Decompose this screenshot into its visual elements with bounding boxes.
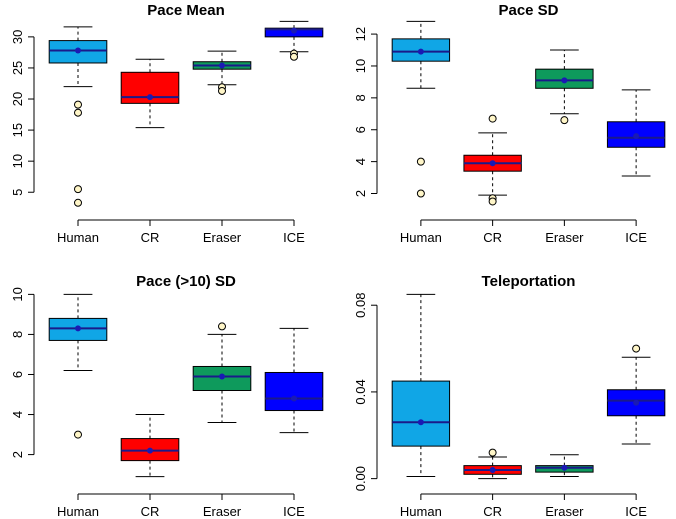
panel-2: Pace (>10) SD 2 4 6 8 10 Human CR Eraser ICE (10, 273, 324, 519)
mean-point (489, 160, 496, 167)
chart-title: Pace SD (498, 2, 558, 19)
x-tick-label: Eraser (545, 230, 584, 245)
outlier-point (488, 114, 497, 123)
y-tick-label: 2 (353, 190, 368, 197)
box-human (391, 20, 451, 198)
box-human (48, 293, 108, 439)
mean-point (75, 325, 81, 332)
outlier-point (74, 108, 82, 117)
mean-point (291, 27, 297, 34)
panel-3: Teleportation 0.00 0.04 0.08 Human CR Eraser IC… (353, 273, 666, 519)
x-tick-label: Human (400, 504, 442, 519)
outlier-point (218, 322, 226, 331)
x-tick-label: ICE (625, 504, 647, 519)
box-human (48, 26, 108, 207)
y-tick-label: 15 (10, 123, 25, 137)
panel-1: Pace SD 2 4 6 8 10 12 Human CR Eraser ICE (353, 2, 666, 245)
outlier-point (290, 52, 298, 61)
x-tick-label: CR (483, 230, 502, 245)
x-tick-label: Human (57, 504, 99, 519)
outlier-point (416, 157, 425, 166)
box-cr (463, 114, 522, 206)
box-human (391, 293, 451, 477)
y-tick-label: 20 (10, 92, 25, 106)
x-tick-label: Eraser (545, 504, 584, 519)
box-eraser (192, 50, 252, 95)
x-tick-label: Human (57, 230, 99, 245)
mean-point (219, 373, 225, 380)
box-eraser (535, 49, 594, 125)
mean-point (417, 48, 424, 55)
x-tick-label: ICE (283, 230, 305, 245)
outlier-point (74, 100, 82, 109)
mean-point (147, 447, 153, 454)
box-ice (264, 327, 324, 434)
y-tick-label: 0.00 (353, 466, 368, 491)
x-tick-label: Eraser (203, 230, 242, 245)
x-tick-label: Human (400, 230, 442, 245)
x-tick-label: CR (141, 230, 160, 245)
y-tick-label: 12 (353, 27, 368, 41)
box-body (391, 380, 451, 447)
y-tick-label: 4 (353, 158, 368, 165)
mean-point (633, 399, 640, 406)
y-tick-label: 8 (353, 94, 368, 101)
x-tick-label: ICE (625, 230, 647, 245)
panel-0: Pace Mean 5 10 15 20 25 30 Human CR Eraser ICE (10, 2, 324, 245)
outlier-point (632, 344, 641, 353)
y-tick-label: 6 (353, 126, 368, 133)
mean-point (561, 464, 568, 471)
y-tick-label: 4 (10, 411, 25, 418)
box-ice (264, 20, 324, 61)
box-body (264, 371, 324, 412)
outlier-point (488, 448, 497, 457)
outlier-point (488, 197, 497, 206)
y-tick-label: 10 (10, 287, 25, 301)
box-cr (120, 58, 180, 129)
mean-point (147, 94, 153, 101)
x-tick-label: CR (483, 504, 502, 519)
outlier-point (74, 198, 82, 207)
mean-point (633, 133, 640, 140)
y-tick-label: 0.08 (353, 293, 368, 318)
y-tick-label: 5 (10, 189, 25, 196)
chart-title: Pace (>10) SD (136, 273, 236, 290)
mean-point (417, 419, 424, 426)
outlier-point (218, 86, 226, 95)
box-eraser (535, 454, 594, 477)
box-ice (606, 89, 666, 177)
box-cr (120, 414, 180, 478)
x-tick-label: ICE (283, 504, 305, 519)
chart-title: Pace Mean (147, 2, 225, 19)
mean-point (219, 62, 225, 69)
y-tick-label: 10 (10, 154, 25, 168)
y-tick-label: 30 (10, 30, 25, 44)
outlier-point (74, 185, 82, 194)
outlier-point (560, 116, 569, 125)
mean-point (489, 466, 496, 473)
chart-title: Teleportation (482, 273, 576, 290)
mean-point (291, 395, 297, 402)
box-body (606, 121, 666, 148)
mean-point (75, 47, 81, 54)
outlier-point (416, 189, 425, 198)
x-tick-label: CR (141, 504, 160, 519)
x-tick-label: Eraser (203, 504, 242, 519)
y-tick-label: 8 (10, 331, 25, 338)
y-tick-label: 2 (10, 451, 25, 458)
box-cr (463, 448, 522, 480)
y-tick-label: 6 (10, 371, 25, 378)
y-tick-label: 10 (353, 59, 368, 73)
mean-point (561, 77, 568, 84)
y-tick-label: 25 (10, 61, 25, 75)
box-eraser (192, 322, 252, 424)
y-tick-label: 0.04 (353, 379, 368, 404)
outlier-point (74, 430, 82, 439)
box-ice (606, 344, 666, 445)
